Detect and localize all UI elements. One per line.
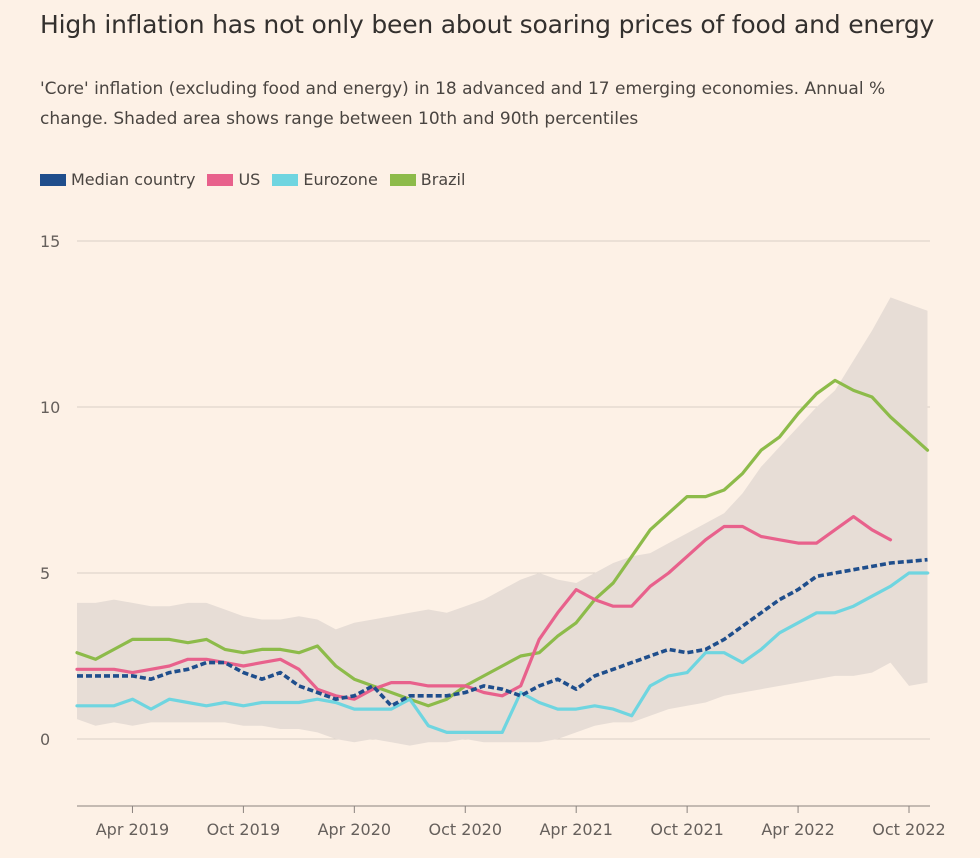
- x-tick-label: Apr 2022: [761, 820, 834, 839]
- legend-label-eurozone: Eurozone: [303, 170, 378, 189]
- x-tick-label: Oct 2022: [872, 820, 945, 839]
- series-line-brazil: [75, 378, 930, 708]
- x-tick-label: Apr 2021: [539, 820, 612, 839]
- legend: Median country US Eurozone Brazil: [40, 170, 477, 189]
- y-tick-label-15: 15: [40, 232, 60, 251]
- y-tick-label-0: 0: [40, 730, 50, 749]
- legend-swatch-eurozone: [272, 173, 299, 186]
- x-tick-label: Oct 2021: [650, 820, 723, 839]
- legend-label-brazil: Brazil: [420, 170, 466, 189]
- legend-swatch-brazil: [389, 173, 416, 186]
- legend-label-us: US: [238, 170, 261, 189]
- legend-item-brazil: Brazil: [389, 170, 466, 189]
- x-tick-label: Apr 2020: [318, 820, 391, 839]
- legend-item-us: US: [207, 170, 260, 189]
- y-tick-label-5: 5: [40, 564, 50, 583]
- x-tick-label: Oct 2020: [429, 820, 502, 839]
- x-tick-label: Oct 2019: [207, 820, 280, 839]
- x-tick-label: Apr 2019: [96, 820, 169, 839]
- legend-item-median: Median country: [40, 170, 195, 189]
- y-tick-label-10: 10: [40, 398, 60, 417]
- chart-title: High inflation has not only been about s…: [40, 10, 935, 39]
- legend-label-median: Median country: [71, 170, 196, 189]
- chart-subtitle: 'Core' inflation (excluding food and ene…: [40, 79, 886, 129]
- legend-swatch-us: [207, 173, 234, 186]
- series-line-median: [77, 557, 928, 708]
- legend-swatch-median: [40, 173, 66, 186]
- series-line-us: [75, 515, 893, 701]
- legend-item-eurozone: Eurozone: [272, 170, 378, 189]
- series-line-eurozone: [75, 571, 930, 734]
- percentile-band: [77, 297, 928, 746]
